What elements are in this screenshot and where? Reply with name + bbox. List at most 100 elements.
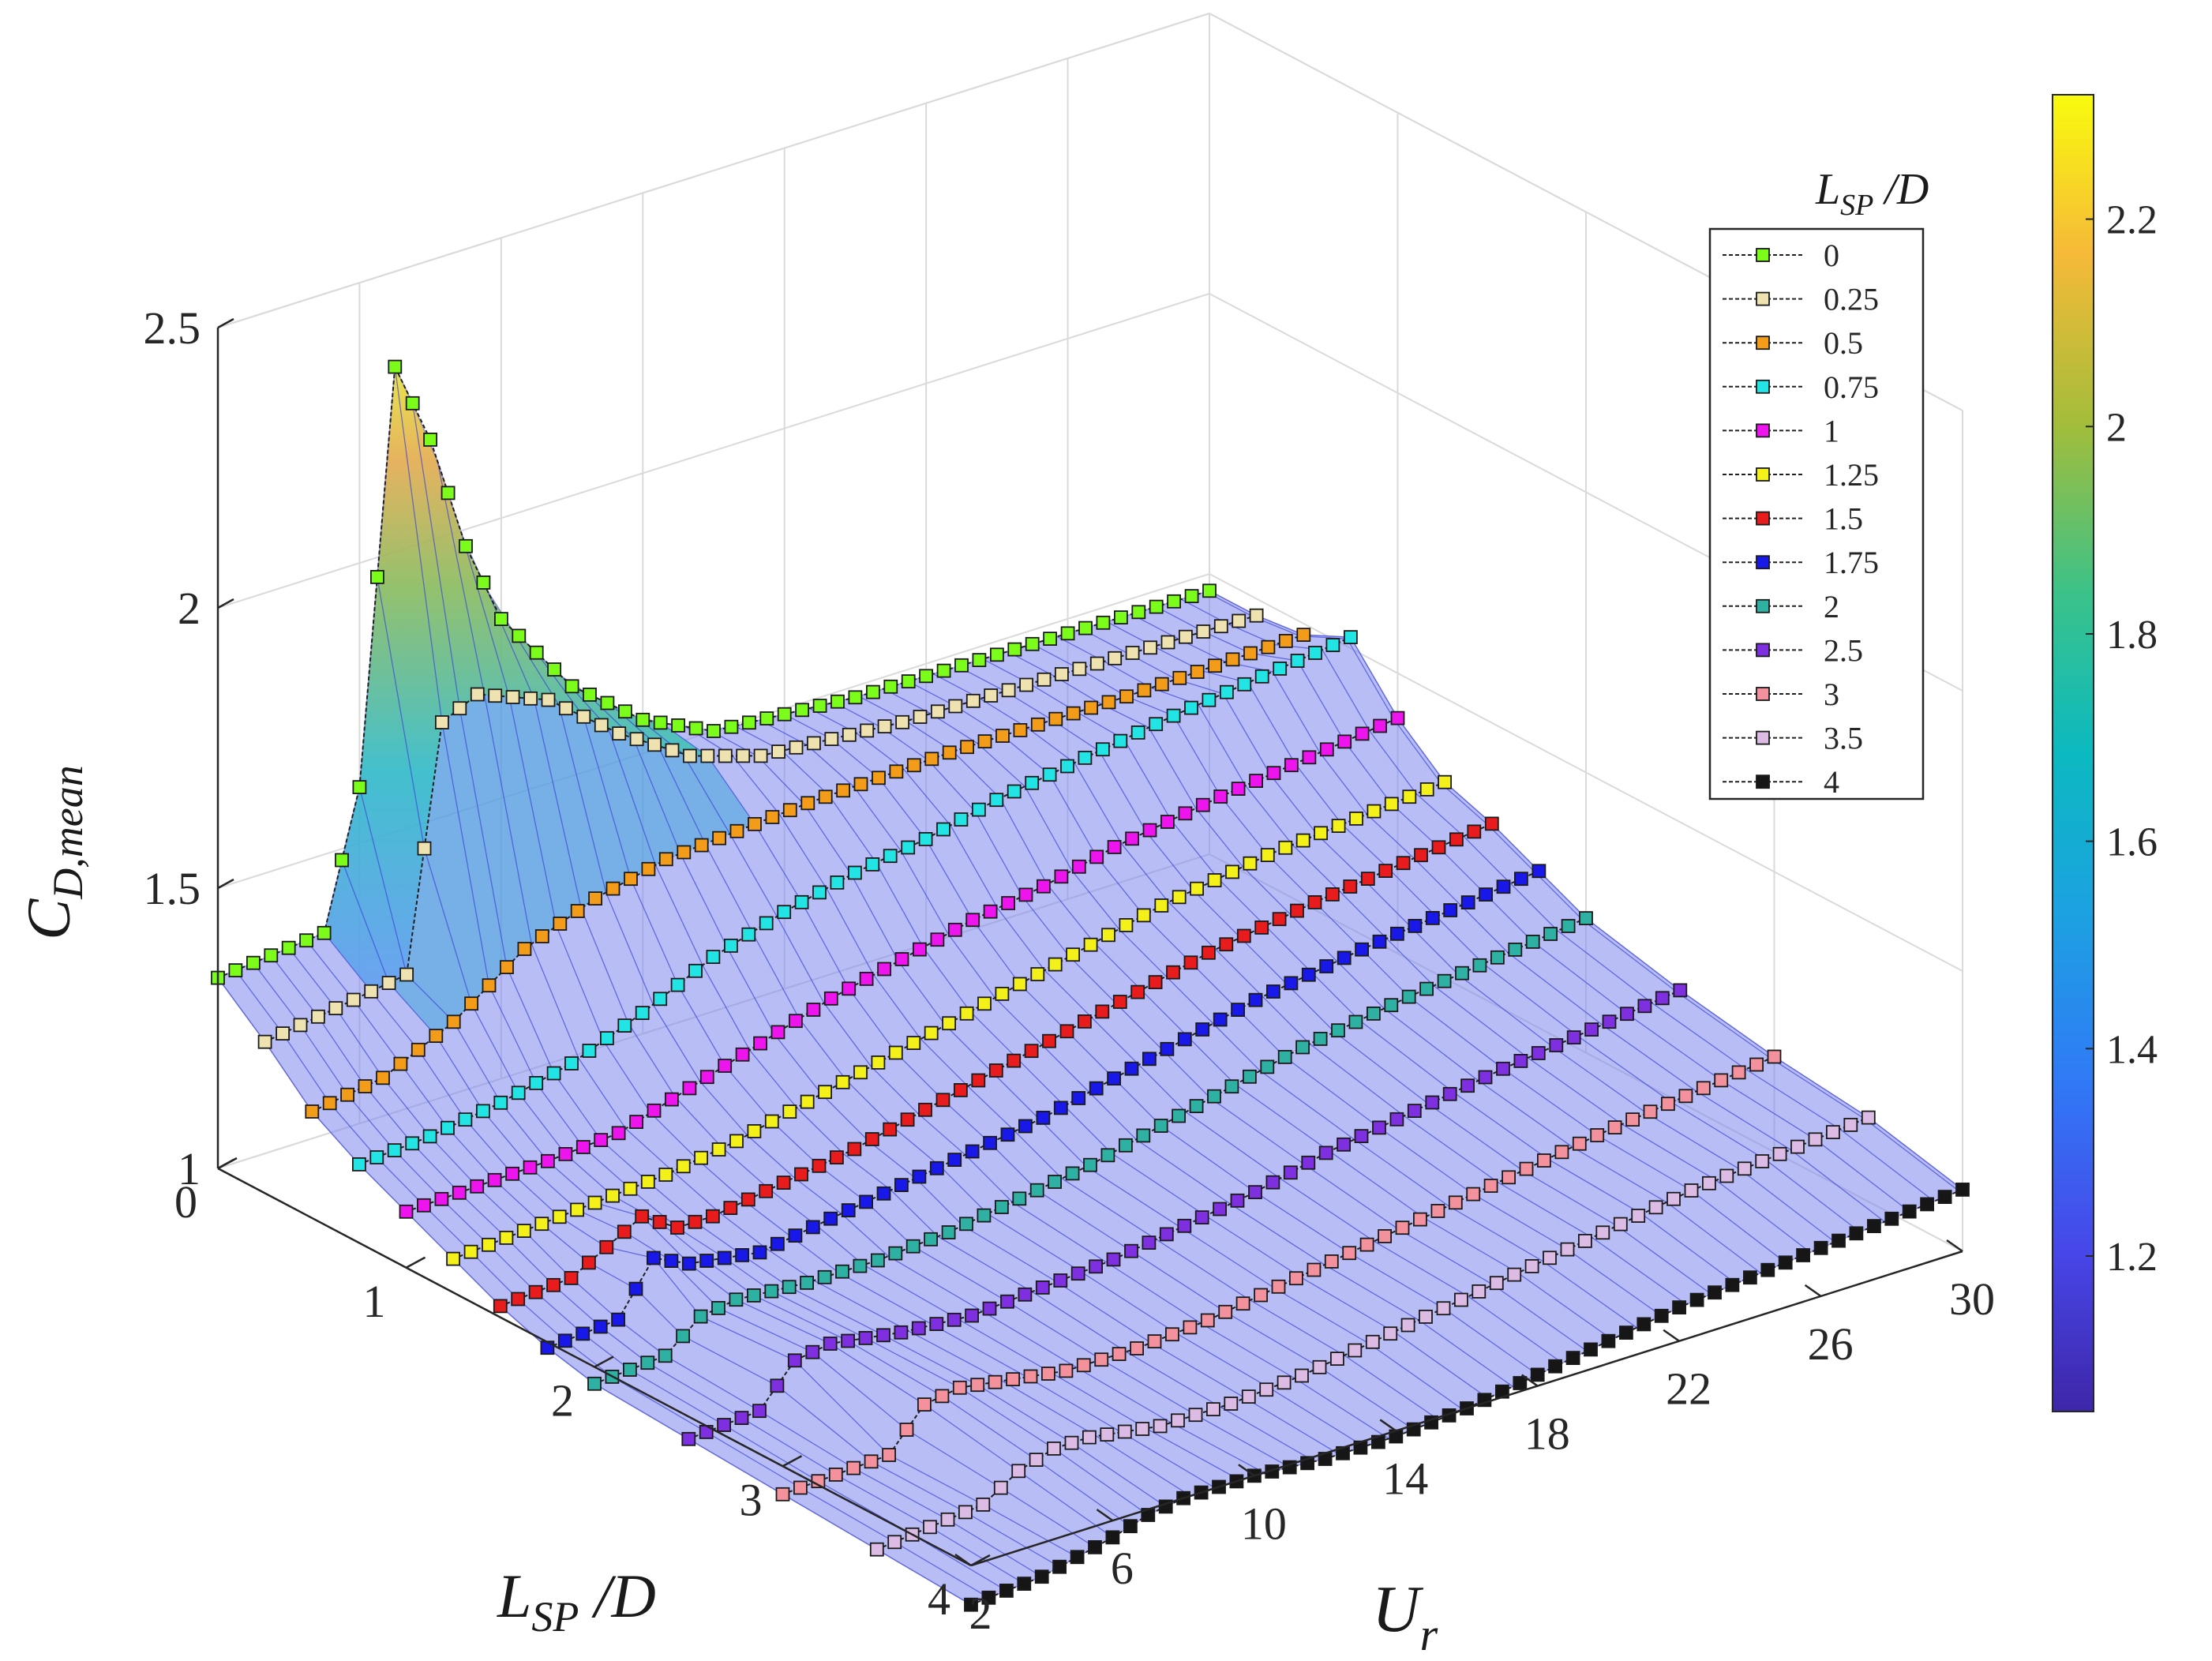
data-point <box>587 1376 602 1391</box>
data-point <box>941 1225 956 1239</box>
data-point <box>958 1505 973 1520</box>
data-point <box>1342 1246 1357 1261</box>
data-point <box>900 1112 915 1127</box>
data-point <box>1460 895 1475 909</box>
data-point <box>1448 1195 1463 1210</box>
data-point <box>1124 1061 1139 1076</box>
legend-label: 1.25 <box>1824 457 1879 493</box>
data-point <box>505 1166 519 1181</box>
data-point <box>1060 759 1074 774</box>
data-point <box>1095 1004 1110 1019</box>
data-point <box>924 1025 939 1040</box>
data-point <box>1006 1372 1020 1386</box>
data-point <box>1148 975 1163 989</box>
data-point <box>582 1044 597 1058</box>
data-point <box>512 628 527 643</box>
data-point <box>1502 1170 1516 1185</box>
data-point <box>1513 1376 1528 1390</box>
data-point <box>470 1179 485 1194</box>
data-point <box>1484 816 1499 831</box>
data-point <box>959 1217 973 1232</box>
data-point <box>1112 1347 1127 1361</box>
data-point <box>835 1074 850 1089</box>
data-point <box>541 1153 555 1168</box>
data-point <box>924 752 939 767</box>
data-point <box>1261 639 1276 654</box>
colorbar-tick-label: 1.6 <box>2106 820 2158 865</box>
z-axis-label: CD,mean <box>14 765 92 940</box>
data-point <box>1402 789 1417 804</box>
data-point <box>458 1112 473 1127</box>
data-point <box>866 684 880 699</box>
data-point <box>1455 965 1469 980</box>
data-point <box>765 810 780 824</box>
data-point <box>1076 1358 1091 1373</box>
data-point <box>1013 723 1028 737</box>
data-point <box>1513 1054 1528 1068</box>
data-point <box>1472 958 1487 973</box>
series-3 <box>775 1049 1782 1502</box>
surface-strip <box>547 871 1586 1384</box>
data-point <box>1284 758 1299 773</box>
legend-marker <box>1756 511 1770 526</box>
data-point <box>1307 895 1322 909</box>
series-2 <box>587 911 1593 1391</box>
data-point <box>1190 665 1205 679</box>
data-point <box>600 696 615 711</box>
data-point <box>1078 751 1093 765</box>
data-point <box>1348 1014 1363 1029</box>
data-point <box>988 1063 1003 1078</box>
data-point <box>1290 654 1305 668</box>
data-point <box>575 1326 590 1341</box>
data-point <box>670 1220 684 1235</box>
data-point <box>1213 1202 1227 1217</box>
data-point <box>640 1355 655 1370</box>
x-tick-label: 2 <box>969 1588 992 1639</box>
data-point <box>517 942 532 956</box>
data-point <box>1324 1254 1339 1269</box>
data-point <box>1243 856 1258 871</box>
data-point <box>1119 1138 1133 1153</box>
data-point <box>1059 1024 1074 1039</box>
data-point <box>1178 806 1193 821</box>
data-point <box>1308 646 1322 660</box>
data-point <box>753 1036 767 1051</box>
legend-entry: 0.25 <box>1723 282 1879 317</box>
data-point <box>1037 672 1052 687</box>
data-point <box>770 1025 785 1040</box>
data-point <box>906 1036 921 1050</box>
data-point <box>1449 832 1464 847</box>
data-point <box>1249 774 1263 788</box>
y-tick <box>782 1455 803 1468</box>
series-3.5 <box>869 1110 1876 1557</box>
data-point <box>735 1248 749 1262</box>
data-point <box>887 1535 902 1550</box>
legend-label: 0 <box>1824 238 1839 273</box>
data-point <box>894 952 909 966</box>
data-point <box>1078 621 1093 636</box>
legend-entry: 0.75 <box>1723 369 1879 405</box>
data-point <box>1190 881 1204 896</box>
data-point <box>1096 615 1111 630</box>
data-point <box>917 1397 932 1412</box>
z-grid-line <box>217 13 1210 328</box>
data-point <box>635 1006 650 1020</box>
data-point <box>707 724 721 738</box>
data-point <box>1082 1430 1097 1445</box>
data-point <box>628 1281 643 1296</box>
data-point <box>417 1198 431 1213</box>
data-point <box>423 433 437 447</box>
data-point <box>658 1168 673 1182</box>
data-point <box>995 987 1010 1001</box>
data-point <box>777 707 792 722</box>
data-point <box>864 1132 879 1146</box>
data-point <box>1337 734 1352 749</box>
data-point <box>729 823 744 838</box>
data-point <box>1114 610 1128 624</box>
data-point <box>842 727 857 742</box>
data-point <box>911 1321 926 1336</box>
data-point <box>1195 797 1210 812</box>
data-point <box>913 710 928 724</box>
data-point <box>547 662 561 677</box>
